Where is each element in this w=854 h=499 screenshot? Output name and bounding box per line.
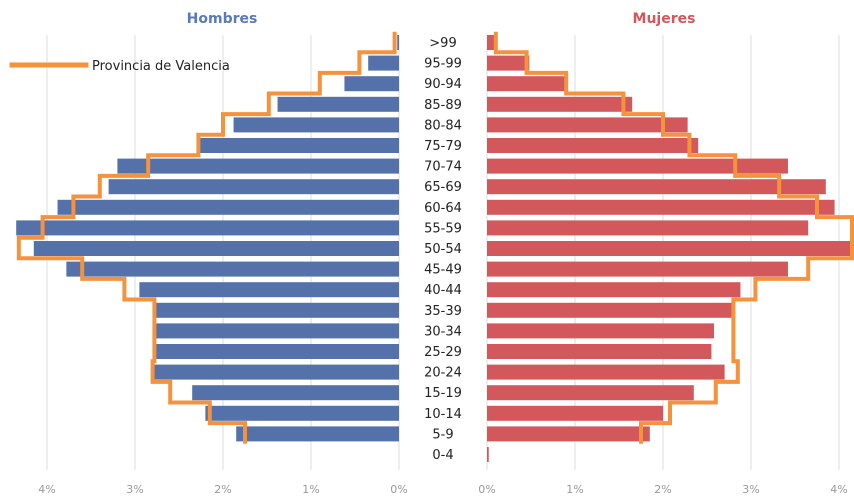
men-bar bbox=[198, 138, 399, 153]
women-tick-label: 4% bbox=[830, 483, 847, 496]
age-group-label: 65-69 bbox=[424, 180, 462, 195]
age-group-label: 40-44 bbox=[424, 283, 462, 298]
legend: Provincia de Valencia bbox=[9, 59, 230, 74]
age-group-label: 95-99 bbox=[424, 57, 462, 72]
men-tick-label: 3% bbox=[126, 483, 143, 496]
age-group-label: 0-4 bbox=[432, 448, 453, 463]
men-bar bbox=[397, 35, 399, 50]
women-bar bbox=[487, 179, 826, 195]
women-bar bbox=[487, 405, 663, 421]
men-title: Hombres bbox=[187, 11, 258, 27]
age-group-label: 45-49 bbox=[424, 263, 462, 278]
age-group-label: 85-89 bbox=[424, 98, 462, 113]
bars bbox=[16, 35, 854, 462]
age-group-label: 80-84 bbox=[424, 118, 462, 133]
women-tick-label: 3% bbox=[742, 483, 759, 496]
legend-label: Provincia de Valencia bbox=[92, 59, 230, 74]
women-bar bbox=[487, 302, 732, 318]
age-group-label: 25-29 bbox=[424, 345, 462, 360]
men-bar bbox=[152, 323, 399, 339]
age-group-label: 50-54 bbox=[424, 242, 462, 257]
age-group-label: 60-64 bbox=[424, 201, 462, 216]
women-bar bbox=[487, 261, 788, 277]
age-group-label: 30-34 bbox=[424, 324, 462, 339]
women-bar bbox=[487, 323, 715, 339]
province-line-women bbox=[493, 31, 854, 444]
men-bar bbox=[368, 55, 399, 71]
men-bar bbox=[117, 158, 400, 174]
men-bar bbox=[33, 241, 400, 256]
men-bar bbox=[152, 302, 399, 318]
women-bar bbox=[487, 199, 835, 215]
men-tick-label: 2% bbox=[214, 483, 231, 496]
men-bar bbox=[236, 426, 399, 442]
women-bar bbox=[487, 241, 854, 256]
axis-ticks: 4% 3% 2% 1% 0% 0% 1% 2% 3% 4% bbox=[38, 483, 847, 496]
women-title: Mujeres bbox=[633, 11, 696, 27]
women-bar bbox=[487, 158, 788, 174]
men-bar bbox=[277, 96, 399, 112]
province-line-men bbox=[16, 31, 397, 444]
women-bar bbox=[487, 385, 694, 401]
women-bar bbox=[487, 35, 498, 50]
men-tick-label: 0% bbox=[390, 483, 407, 496]
women-bar bbox=[487, 55, 530, 71]
age-group-label: 55-59 bbox=[424, 221, 462, 236]
men-bar bbox=[152, 364, 399, 380]
women-bar bbox=[487, 282, 741, 298]
women-tick-label: 1% bbox=[566, 483, 583, 496]
women-bar bbox=[487, 426, 650, 442]
province-lines bbox=[16, 31, 854, 444]
women-tick-label: 0% bbox=[478, 483, 495, 496]
men-tick-label: 4% bbox=[38, 483, 55, 496]
women-bar bbox=[487, 447, 489, 462]
men-bar bbox=[233, 117, 399, 133]
men-bar bbox=[57, 199, 400, 215]
age-labels: 0-4 5-9 10-14 15-19 20-24 25-29 30-34 35-39 40-4… bbox=[424, 36, 462, 463]
age-group-label: 35-39 bbox=[424, 304, 462, 319]
men-bar bbox=[344, 76, 399, 92]
women-bar bbox=[487, 117, 688, 133]
men-bar bbox=[152, 344, 399, 359]
men-bar bbox=[66, 261, 400, 277]
women-tick-label: 2% bbox=[654, 483, 671, 496]
age-group-label: >99 bbox=[429, 36, 456, 51]
age-group-label: 5-9 bbox=[432, 427, 453, 442]
men-bar bbox=[16, 220, 399, 236]
women-bar bbox=[487, 96, 633, 112]
age-group-label: 75-79 bbox=[424, 139, 462, 154]
women-bar bbox=[487, 76, 568, 92]
women-bar bbox=[487, 364, 725, 380]
men-bar bbox=[192, 385, 399, 401]
women-bar bbox=[487, 344, 712, 359]
age-group-label: 90-94 bbox=[424, 77, 462, 92]
age-group-label: 20-24 bbox=[424, 366, 462, 381]
men-bar bbox=[205, 405, 399, 421]
women-bar bbox=[487, 220, 809, 236]
age-group-label: 10-14 bbox=[424, 407, 462, 422]
women-bar bbox=[487, 138, 699, 153]
men-bar bbox=[108, 179, 399, 195]
men-tick-label: 1% bbox=[302, 483, 319, 496]
men-bar bbox=[139, 282, 399, 298]
age-group-label: 15-19 bbox=[424, 386, 462, 401]
age-group-label: 70-74 bbox=[424, 160, 462, 175]
